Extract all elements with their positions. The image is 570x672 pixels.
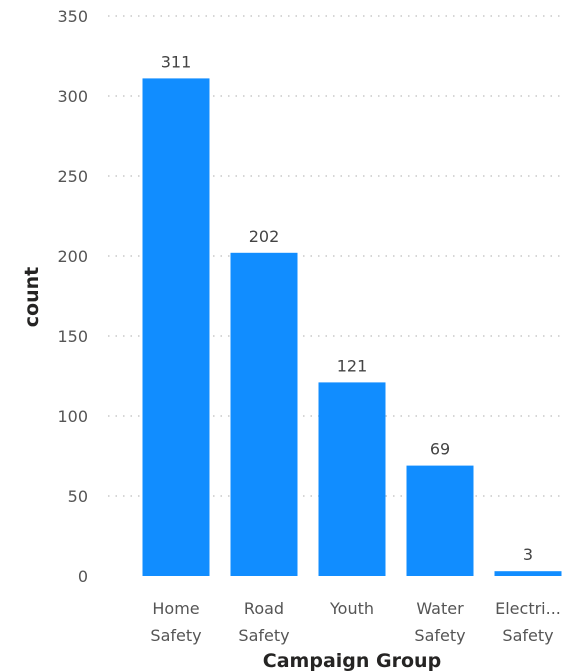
data-label: 3 (523, 545, 533, 564)
y-tick-label: 250 (57, 167, 88, 186)
bars (142, 78, 562, 577)
y-tick-label: 200 (57, 247, 88, 266)
x-tick-label-line: Safety (502, 626, 553, 645)
data-label: 202 (249, 227, 280, 246)
data-label: 121 (337, 356, 368, 375)
bar[interactable] (230, 252, 298, 577)
data-labels: 311 202 121 69 3 (161, 52, 533, 564)
data-label: 69 (430, 440, 450, 459)
x-axis-title: Campaign Group (263, 650, 441, 672)
y-tick-label: 0 (78, 567, 88, 586)
x-tick-label: Home Safety (150, 599, 201, 645)
x-tick-label-line: Road (244, 599, 284, 618)
x-tick-label: Electri... Safety (495, 599, 561, 645)
y-tick-label: 350 (57, 7, 88, 26)
x-tick-label-line: Safety (414, 626, 465, 645)
x-tick-label: Road Safety (238, 599, 289, 645)
y-tick-label: 50 (68, 487, 88, 506)
data-label: 311 (161, 52, 192, 71)
bar[interactable] (318, 382, 386, 576)
x-tick-label-line: Water (416, 599, 464, 618)
x-tick-label-line: Safety (238, 626, 289, 645)
y-axis-title: count (21, 267, 43, 327)
bar[interactable] (494, 571, 562, 576)
x-tick-label: Water Safety (414, 599, 465, 645)
y-tick-label: 300 (57, 87, 88, 106)
bar[interactable] (142, 78, 210, 577)
y-tick-label: 100 (57, 407, 88, 426)
x-tick-label-line: Safety (150, 626, 201, 645)
x-tick-label: Youth (329, 599, 374, 618)
x-tick-label-line: Home (152, 599, 199, 618)
x-tick-label-line: Electri... (495, 599, 561, 618)
bar[interactable] (406, 465, 474, 576)
y-tick-label: 150 (57, 327, 88, 346)
x-tick-label-line: Youth (329, 599, 374, 618)
y-axis-ticks: 0 50 100 150 200 250 300 350 (57, 7, 88, 586)
